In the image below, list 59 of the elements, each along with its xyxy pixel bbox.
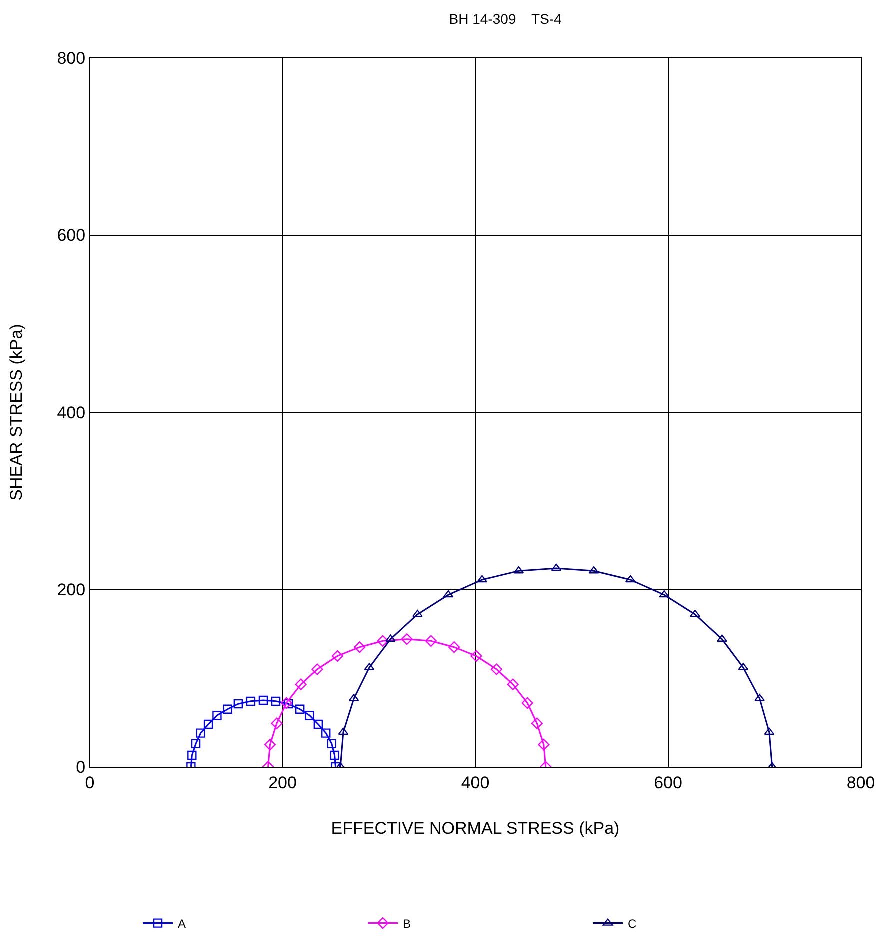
point	[296, 704, 305, 714]
x-tick-label: 800	[846, 773, 876, 792]
point	[264, 739, 276, 751]
point	[354, 642, 366, 654]
point	[448, 642, 460, 654]
point	[332, 650, 344, 662]
point	[188, 750, 197, 760]
y-tick-label: 800	[57, 48, 86, 68]
point	[196, 728, 206, 738]
x-tick-label: 600	[654, 773, 682, 792]
point	[538, 739, 550, 751]
point	[246, 696, 256, 706]
point	[330, 750, 340, 760]
point	[470, 650, 482, 662]
y-tick-label: 200	[57, 580, 86, 600]
y-tick-label: 400	[57, 403, 86, 422]
point	[507, 678, 519, 690]
x-axis-title: EFFECTIVE NORMAL STRESS (kPa)	[331, 818, 620, 838]
point	[412, 610, 423, 618]
point	[717, 634, 728, 642]
point	[327, 739, 336, 749]
point	[322, 728, 331, 738]
point	[764, 728, 775, 736]
point	[271, 696, 281, 706]
legend-label: A	[178, 916, 186, 931]
point	[234, 699, 244, 709]
point	[223, 704, 232, 714]
point	[477, 575, 488, 583]
point	[490, 664, 502, 676]
point	[338, 728, 349, 736]
point	[284, 699, 294, 709]
legend-label: C	[628, 916, 637, 931]
point	[212, 711, 222, 720]
point	[204, 720, 214, 730]
point	[280, 697, 292, 709]
legend-label: B	[403, 916, 412, 931]
point	[425, 635, 437, 647]
x-tick-label: 200	[268, 773, 297, 792]
point	[258, 696, 268, 706]
point	[659, 590, 670, 598]
point	[305, 711, 314, 720]
point	[401, 634, 413, 646]
point	[531, 718, 543, 730]
point	[551, 564, 562, 572]
point	[522, 697, 534, 709]
point	[690, 610, 700, 618]
point	[625, 575, 636, 583]
point	[314, 720, 324, 730]
point	[312, 664, 324, 676]
chart-title: BH 14-309 TS-4	[449, 11, 562, 28]
point	[271, 718, 283, 730]
y-tick-label: 0	[76, 758, 86, 777]
point	[443, 590, 454, 598]
y-tick-label: 600	[57, 226, 86, 246]
x-tick-label: 400	[461, 773, 490, 792]
point	[191, 739, 201, 749]
point	[295, 678, 307, 690]
y-axis-title: SHEAR STRESS (kPa)	[6, 324, 26, 501]
point	[377, 635, 389, 647]
